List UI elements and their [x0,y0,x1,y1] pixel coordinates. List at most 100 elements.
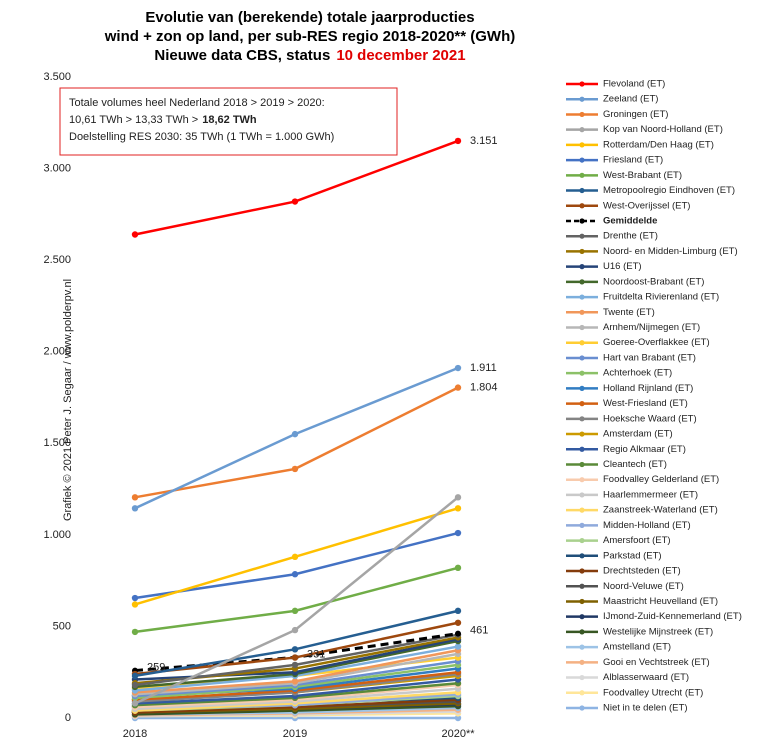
legend-label: Metropoolregio Eindhoven (ET) [603,185,735,196]
data-point [131,494,139,501]
legend-marker [579,431,585,437]
legend-label: Hart van Brabant (ET) [603,352,696,363]
legend-marker [579,157,585,163]
legend-label: Maastricht Heuvelland (ET) [603,596,718,607]
legend-label: Hoeksche Waard (ET) [603,413,697,424]
y-tick-label: 500 [53,620,71,632]
legend-label: Regio Alkmaar (ET) [603,444,686,455]
legend-marker [579,644,585,650]
data-point [131,681,139,689]
data-point [454,384,462,391]
data-point [454,564,462,572]
data-point [131,628,139,636]
legend-marker [579,203,585,209]
legend-marker [579,629,585,635]
data-point [454,607,462,615]
data-label: 461 [470,624,488,636]
legend-label: IJmond-Zuid-Kennemerland (ET) [603,611,742,622]
data-point [131,594,139,602]
legend-marker [579,294,585,300]
legend-label: Goeree-Overflakkee (ET) [603,337,710,348]
legend-marker [579,553,585,559]
data-point [131,672,139,680]
legend-marker [579,370,585,376]
chart-title: Evolutie van (berekende) totale jaarprod… [145,9,474,26]
legend-marker [579,492,585,498]
legend-label: West-Brabant (ET) [603,170,682,181]
data-point [291,571,299,578]
legend-label: Gooi en Vechtstreek (ET) [603,657,710,668]
legend-label: West-Friesland (ET) [603,398,688,409]
credit: Grafiek © 2021 Peter J. Segaar / www.pol… [62,279,74,521]
legend-marker [579,446,585,452]
legend-marker [579,340,585,346]
legend-label: Drechtsteden (ET) [603,566,681,577]
legend-label: Noord-Veluwe (ET) [603,581,684,592]
legend-marker [579,583,585,589]
legend-label: U16 (ET) [603,261,642,272]
legend-label: Amersfoort (ET) [603,535,671,546]
y-tick-label: 2.500 [43,254,71,266]
legend-label: Westelijke Mijnstreek (ET) [603,626,713,637]
data-point [291,626,299,634]
legend-marker [579,507,585,513]
data-label: 259 [147,661,165,673]
data-point [454,714,462,722]
data-point [454,364,462,372]
legend-label: Achterhoek (ET) [603,368,672,379]
data-point [454,494,462,501]
annotation-text: 10,61 TWh > 13,33 TWh > [69,114,198,126]
legend-label: Groningen (ET) [603,109,668,120]
chart-subtitle: Nieuwe data CBS, status 10 december 2021 [154,47,465,64]
legend-label: Foodvalley Gelderland (ET) [603,474,719,485]
data-point [131,505,139,512]
data-point [291,654,299,661]
legend-label: Noordoost-Brabant (ET) [603,276,704,287]
legend-marker [579,690,585,696]
legend-label: Parkstad (ET) [603,550,662,561]
data-label: 1.911 [470,362,497,374]
data-point [291,646,299,653]
y-tick-label: 1.500 [43,437,71,449]
y-tick-label: 1.000 [43,529,71,541]
data-point [454,619,462,626]
legend-label: Cleantech (ET) [603,459,667,470]
annotation-box [59,87,398,156]
legend-label: Arnhem/Nijmegen (ET) [603,322,700,333]
legend-marker [579,264,585,270]
annotation-text: Totale volumes heel Nederland 2018 > 201… [69,97,325,109]
legend-label: Flevoland (ET) [603,79,665,90]
data-label: 331 [307,648,325,660]
legend-marker [579,309,585,315]
legend-marker [579,248,585,255]
data-point [454,643,462,650]
legend-marker [579,81,585,87]
legend-marker [579,537,585,544]
legend-label: Rotterdam/Den Haag (ET) [603,139,714,150]
legend-marker [579,568,585,574]
legend-marker [579,142,585,148]
legend-label: Alblasserwaard (ET) [603,672,689,683]
legend-label: Gemiddelde [603,215,657,226]
legend-marker [579,522,585,528]
legend-marker [579,279,585,285]
legend-marker [579,218,585,224]
legend-label: Friesland (ET) [603,155,663,166]
data-point [291,661,299,669]
legend-label: Twente (ET) [603,307,655,318]
legend-label: Zaanstreek-Waterland (ET) [603,505,718,516]
legend-marker [579,416,585,422]
data-point [131,601,139,608]
legend-label: Midden-Holland (ET) [603,520,691,531]
legend-marker [579,401,585,407]
y-tick-label: 2.000 [43,346,71,358]
legend-marker [579,233,585,239]
y-tick-label: 3.500 [43,71,71,83]
legend-label: Zeeland (ET) [603,94,658,105]
legend-label: Fruitdelta Rivierenland (ET) [603,292,719,303]
data-point [291,678,299,685]
legend-marker [579,659,585,665]
legend-marker [579,96,585,102]
x-tick-label: 2020** [441,728,475,740]
data-point [454,529,462,537]
